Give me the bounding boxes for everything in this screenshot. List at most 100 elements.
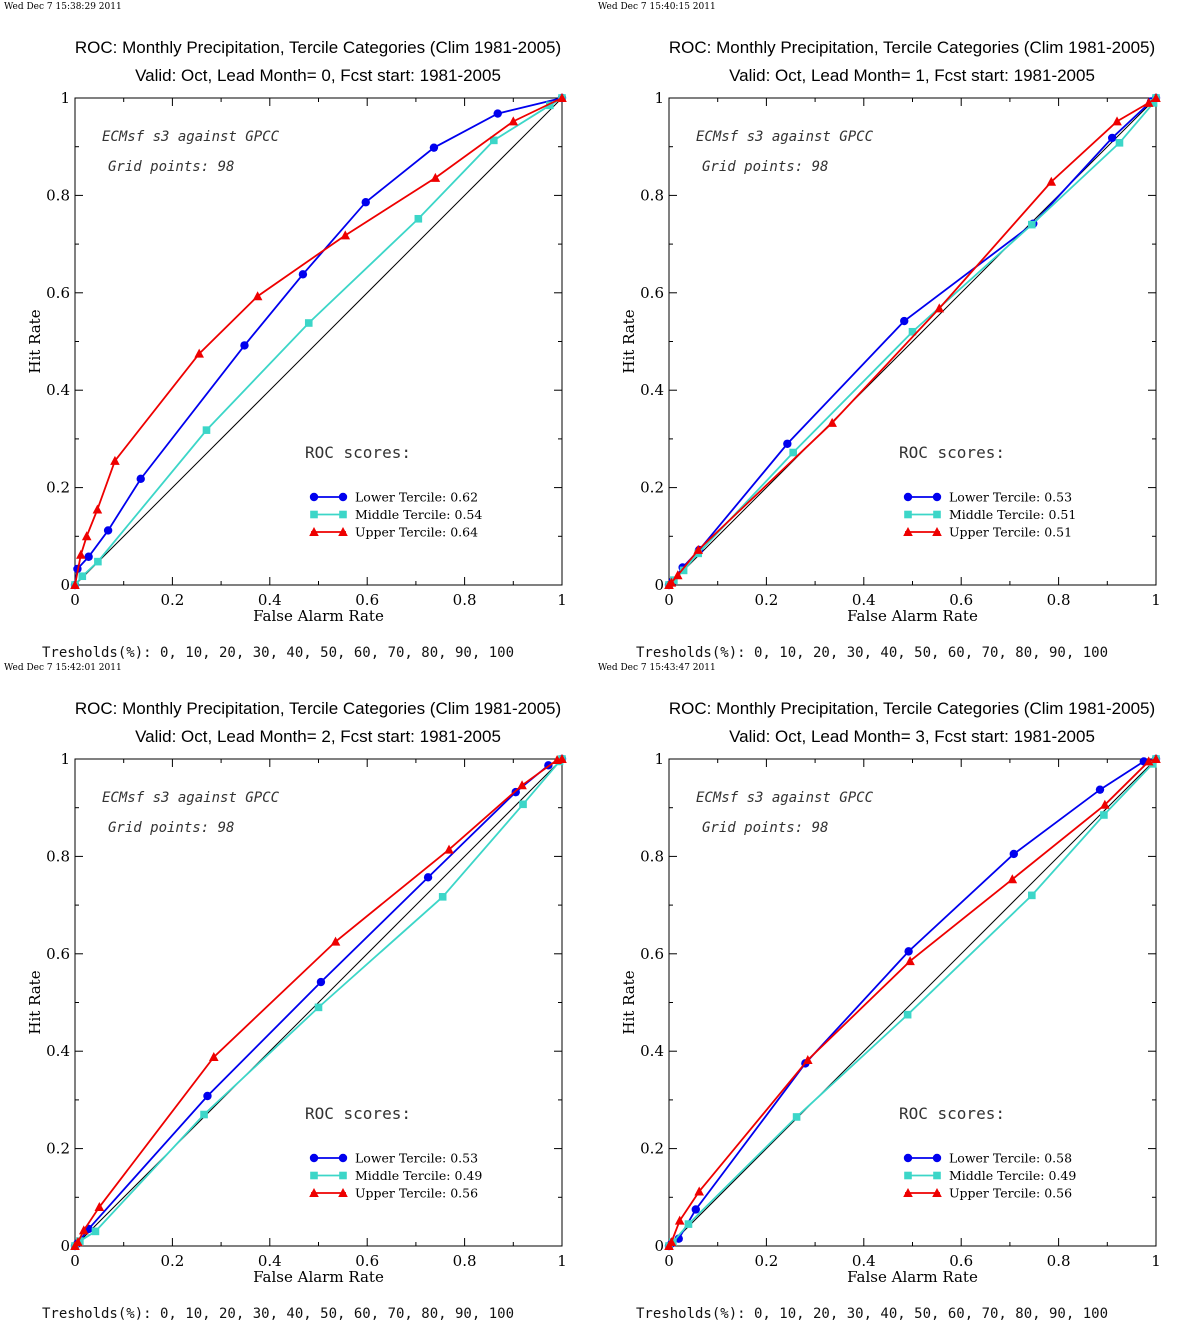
x-tick-label: 0.2 bbox=[160, 1252, 184, 1270]
data-point-lower bbox=[904, 947, 913, 956]
y-tick-label: 0 bbox=[60, 576, 70, 594]
y-axis-label: Hit Rate bbox=[26, 309, 44, 373]
legend-entry-upper: Upper Tercile: 0.64 bbox=[355, 525, 478, 540]
data-point-upper bbox=[557, 93, 567, 102]
y-tick-label: 1 bbox=[654, 750, 664, 768]
data-point-lower bbox=[429, 143, 439, 152]
legend-entry-lower: Lower Tercile: 0.62 bbox=[355, 490, 478, 505]
x-tick-label: 0.8 bbox=[453, 1252, 477, 1270]
legend-marker-upper bbox=[309, 1188, 319, 1197]
no-skill-diagonal bbox=[74, 97, 563, 586]
chart-subtitle: Valid: Oct, Lead Month= 2, Fcst start: 1… bbox=[135, 727, 501, 746]
thresholds-label: Tresholds(%): 0, 10, 20, 30, 40, 50, 60,… bbox=[636, 645, 1108, 661]
legend-marker-upper bbox=[338, 1188, 348, 1197]
roc-chart-svg: Wed Dec 7 15:38:29 2011 ROC: Monthly Prec… bbox=[4, 2, 567, 661]
x-tick-label: 1 bbox=[1151, 1252, 1161, 1270]
legend-entry-upper: Upper Tercile: 0.56 bbox=[949, 1186, 1072, 1201]
data-point-lower bbox=[298, 270, 308, 279]
legend-marker-middle bbox=[933, 1171, 941, 1180]
data-point-middle bbox=[1100, 811, 1108, 819]
data-point-lower bbox=[1095, 785, 1105, 794]
data-point-upper bbox=[1143, 97, 1154, 107]
legend-entry-lower: Lower Tercile: 0.53 bbox=[355, 1151, 478, 1166]
chart-title: ROC: Monthly Precipitation, Tercile Cate… bbox=[75, 38, 561, 57]
data-point-middle bbox=[789, 448, 797, 457]
y-tick-label: 0.8 bbox=[640, 847, 664, 865]
data-point-lower bbox=[783, 439, 792, 448]
x-tick-label: 0.6 bbox=[355, 591, 379, 609]
data-point-lower bbox=[203, 1091, 212, 1101]
data-point-upper bbox=[1151, 93, 1161, 102]
legend-marker-lower bbox=[932, 492, 942, 502]
x-tick-label: 0.8 bbox=[1047, 1252, 1071, 1270]
data-point-lower bbox=[136, 474, 145, 484]
y-tick-label: 0.2 bbox=[640, 479, 664, 497]
data-point-middle bbox=[414, 214, 423, 223]
y-tick-label: 0.8 bbox=[46, 847, 70, 865]
data-point-upper bbox=[1007, 874, 1018, 884]
y-tick-label: 0.6 bbox=[46, 284, 70, 302]
y-tick-label: 1 bbox=[60, 89, 70, 107]
chart-title: ROC: Monthly Precipitation, Tercile Cate… bbox=[75, 699, 561, 718]
data-point-upper bbox=[81, 531, 92, 541]
roc-scores-header: ROC scores: bbox=[305, 1104, 411, 1123]
x-tick-label: 1 bbox=[1151, 591, 1161, 609]
roc-chart-svg: Wed Dec 7 15:40:15 2011 ROC: Monthly Prec… bbox=[598, 2, 1161, 661]
data-point-middle bbox=[91, 1227, 100, 1236]
data-point-upper bbox=[672, 570, 683, 580]
roc-chart-panel: Wed Dec 7 15:38:29 2011 ROC: Monthly Prec… bbox=[0, 0, 594, 661]
x-tick-label: 0 bbox=[70, 1252, 80, 1270]
data-point-lower bbox=[84, 552, 93, 561]
data-point-middle bbox=[908, 327, 917, 336]
data-point-lower bbox=[1009, 849, 1018, 859]
grid-points-annotation: Grid points: 98 bbox=[108, 159, 234, 175]
legend-marker-upper bbox=[932, 1188, 942, 1197]
chart-title: ROC: Monthly Precipitation, Tercile Cate… bbox=[669, 699, 1155, 718]
roc-chart-svg: Wed Dec 7 15:43:47 2011 ROC: Monthly Prec… bbox=[598, 663, 1161, 1322]
grid-points-annotation: Grid points: 98 bbox=[702, 820, 828, 836]
data-point-upper bbox=[78, 1225, 89, 1235]
y-axis-label: Hit Rate bbox=[620, 970, 638, 1034]
data-point-middle bbox=[1028, 220, 1036, 229]
x-tick-label: 0.4 bbox=[852, 1252, 876, 1270]
legend-marker-upper bbox=[932, 527, 942, 536]
x-tick-label: 0.2 bbox=[160, 591, 184, 609]
data-point-upper bbox=[94, 1202, 105, 1212]
data-point-lower bbox=[900, 316, 909, 326]
data-point-middle bbox=[78, 572, 87, 581]
data-point-lower bbox=[691, 1205, 700, 1214]
data-point-middle bbox=[1115, 139, 1124, 147]
y-tick-label: 0.2 bbox=[46, 1140, 70, 1158]
legend-marker-middle bbox=[310, 510, 318, 519]
data-point-middle bbox=[546, 101, 554, 110]
data-point-upper bbox=[557, 754, 567, 763]
thresholds-label: Tresholds(%): 0, 10, 20, 30, 40, 50, 60,… bbox=[42, 645, 514, 661]
x-tick-label: 1 bbox=[557, 1252, 567, 1270]
chart-subtitle: Valid: Oct, Lead Month= 3, Fcst start: 1… bbox=[729, 727, 1095, 746]
legend-marker-middle bbox=[904, 510, 912, 519]
chart-subtitle: Valid: Oct, Lead Month= 0, Fcst start: 1… bbox=[135, 66, 501, 85]
data-point-upper bbox=[508, 116, 519, 126]
data-point-upper bbox=[666, 577, 677, 587]
data-point-middle bbox=[490, 136, 498, 145]
x-tick-label: 0.2 bbox=[754, 591, 778, 609]
legend-entry-upper: Upper Tercile: 0.56 bbox=[355, 1186, 478, 1201]
legend-marker-upper bbox=[903, 527, 913, 536]
roc-scores-header: ROC scores: bbox=[899, 1104, 1005, 1123]
legend-entry-middle: Middle Tercile: 0.54 bbox=[355, 507, 482, 522]
x-tick-label: 0 bbox=[70, 591, 80, 609]
data-point-lower bbox=[316, 977, 326, 987]
roc-chart-panel: Wed Dec 7 15:43:47 2011 ROC: Monthly Prec… bbox=[594, 661, 1187, 1322]
legend-marker-middle bbox=[310, 1171, 318, 1180]
legend-marker-lower bbox=[309, 1153, 319, 1163]
x-axis-label: False Alarm Rate bbox=[253, 607, 384, 625]
data-point-upper bbox=[110, 455, 120, 465]
legend-marker-lower bbox=[309, 492, 319, 502]
x-tick-label: 0.4 bbox=[852, 591, 876, 609]
y-tick-label: 0.4 bbox=[46, 381, 70, 399]
data-point-middle bbox=[1149, 99, 1158, 107]
x-tick-label: 0.2 bbox=[754, 1252, 778, 1270]
legend-entry-lower: Lower Tercile: 0.58 bbox=[949, 1151, 1072, 1166]
x-tick-label: 0.8 bbox=[1047, 591, 1071, 609]
y-tick-label: 0.4 bbox=[46, 1042, 70, 1060]
